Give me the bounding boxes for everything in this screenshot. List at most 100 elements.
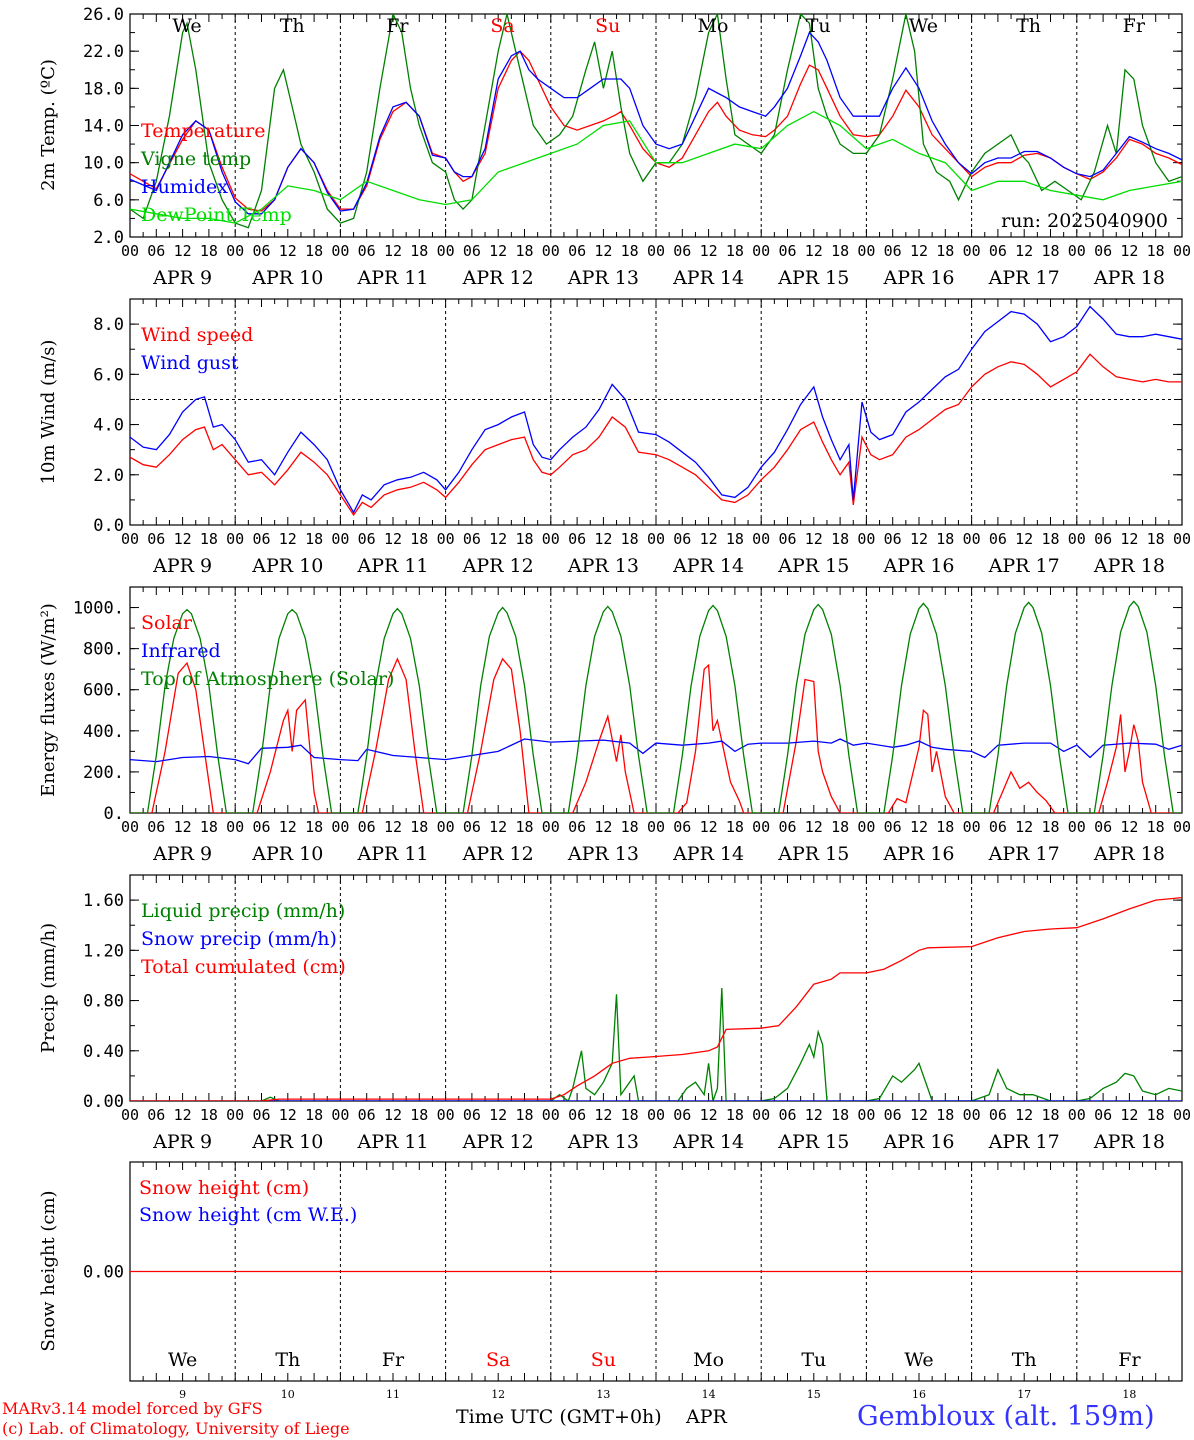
weekday-label: Th <box>280 15 305 37</box>
hour-tick-label: 00 <box>752 530 770 548</box>
hour-tick-label: 18 <box>305 242 323 260</box>
hour-tick-label: 00 <box>752 818 770 836</box>
y-tick-label: 600. <box>83 681 124 701</box>
y-tick-label: 22.0 <box>83 42 124 62</box>
y-tick-label: 14.0 <box>83 117 124 137</box>
legend-snow-precip-mm-h-: Snow precip (mm/h) <box>141 928 337 950</box>
y-tick-label: 10.0 <box>83 154 124 174</box>
day-number-label: 14 <box>702 1388 716 1401</box>
y-axis-label: Precip (mm/h) <box>38 923 59 1053</box>
hour-tick-label: 00 <box>1173 818 1191 836</box>
hour-tick-label: 12 <box>384 1106 402 1124</box>
hour-tick-label: 00 <box>1068 530 1086 548</box>
weekday-label: Sa <box>486 1349 510 1371</box>
date-label: APR 10 <box>251 1131 323 1153</box>
hour-tick-label: 06 <box>358 1106 376 1124</box>
panel-3: 0. 200. 400. 600. 800. 1000. Energy fluxes (W/… <box>38 586 1191 865</box>
hour-tick-label: 00 <box>121 530 139 548</box>
hour-tick-label: 00 <box>226 818 244 836</box>
y-tick-label: 1.60 <box>83 891 124 911</box>
hour-tick-label: 12 <box>910 1106 928 1124</box>
hour-tick-label: 06 <box>1094 530 1112 548</box>
hour-tick-label: 00 <box>963 1106 981 1124</box>
hour-tick-label: 12 <box>489 818 507 836</box>
hour-tick-label: 12 <box>700 242 718 260</box>
legend-snow-height-cm-w-e-: Snow height (cm W.E.) <box>139 1204 357 1226</box>
hour-tick-label: 00 <box>121 818 139 836</box>
weekday-label: Sa <box>490 15 514 37</box>
hour-tick-label: 12 <box>1120 818 1138 836</box>
hour-tick-label: 06 <box>884 1106 902 1124</box>
hour-tick-label: 06 <box>778 530 796 548</box>
panel-2: 0.0 2.0 4.0 6.0 8.0 10m Wind (m/s) Wind speed W… <box>38 298 1191 577</box>
y-tick-label: 800. <box>83 640 124 660</box>
y-tick-label: 2.0 <box>93 466 124 486</box>
hour-tick-label: 18 <box>410 818 428 836</box>
date-label: APR 11 <box>356 843 428 865</box>
date-label: APR 12 <box>462 267 534 289</box>
hour-tick-label: 00 <box>752 1106 770 1124</box>
hour-tick-label: 12 <box>384 242 402 260</box>
hour-tick-label: 00 <box>121 1106 139 1124</box>
hour-tick-label: 06 <box>989 818 1007 836</box>
legend-liquid-precip-mm-h-: Liquid precip (mm/h) <box>141 900 345 922</box>
model-credit: MARv3.14 model forced by GFS <box>2 1399 263 1418</box>
date-label: APR 9 <box>152 267 212 289</box>
hour-tick-label: 18 <box>515 818 533 836</box>
hour-tick-label: 00 <box>963 818 981 836</box>
hour-tick-label: 12 <box>1015 242 1033 260</box>
day-number-label: 17 <box>1017 1388 1031 1401</box>
hour-tick-label: 06 <box>989 242 1007 260</box>
hour-tick-label: 06 <box>778 242 796 260</box>
weekday-label: We <box>909 15 938 37</box>
hour-tick-label: 00 <box>226 242 244 260</box>
date-label: APR 15 <box>777 843 849 865</box>
hour-tick-label: 12 <box>700 1106 718 1124</box>
hour-tick-label: 12 <box>489 530 507 548</box>
hour-tick-label: 00 <box>1068 242 1086 260</box>
hour-tick-label: 00 <box>963 530 981 548</box>
y-tick-label: 1.20 <box>83 941 124 961</box>
hour-tick-label: 12 <box>1120 530 1138 548</box>
hour-tick-label: 18 <box>410 242 428 260</box>
hour-tick-label: 18 <box>410 1106 428 1124</box>
series-line-wind-gust <box>130 305 1182 514</box>
hour-tick-label: 12 <box>594 818 612 836</box>
y-tick-label: 18.0 <box>83 79 124 99</box>
legend-wind-gust: Wind gust <box>141 352 239 374</box>
hour-tick-label: 18 <box>936 1106 954 1124</box>
legend-temperature: Temperature <box>141 120 265 142</box>
legend-top-of-atmosphere-solar-: Top of Atmosphere (Solar) <box>141 668 394 690</box>
date-label: APR 12 <box>462 1131 534 1153</box>
hour-tick-label: 00 <box>1173 1106 1191 1124</box>
hour-tick-label: 12 <box>174 530 192 548</box>
date-label: APR 10 <box>251 267 323 289</box>
date-label: APR 14 <box>672 267 744 289</box>
weekday-label: Tu <box>801 1349 826 1371</box>
date-label: APR 12 <box>462 555 534 577</box>
legend-total-cumulated-cm-: Total cumulated (cm) <box>141 956 346 978</box>
hour-tick-label: 00 <box>226 1106 244 1124</box>
hour-tick-label: 12 <box>1015 530 1033 548</box>
date-label: APR 12 <box>462 843 534 865</box>
weekday-label: Th <box>1016 15 1041 37</box>
hour-tick-label: 12 <box>805 1106 823 1124</box>
hour-tick-label: 00 <box>647 818 665 836</box>
hour-tick-label: 06 <box>568 242 586 260</box>
hour-tick-label: 18 <box>831 1106 849 1124</box>
panel-1: 2.0 6.0 10.0 14.0 18.0 22.0 26.0 2m Temp. (ºC) T… <box>38 5 1191 289</box>
hour-tick-label: 18 <box>305 530 323 548</box>
hour-tick-label: 12 <box>174 818 192 836</box>
hour-tick-label: 12 <box>279 818 297 836</box>
hour-tick-label: 06 <box>1094 242 1112 260</box>
date-label: APR 13 <box>567 555 639 577</box>
hour-tick-label: 06 <box>252 1106 270 1124</box>
date-label: APR 10 <box>251 555 323 577</box>
hour-tick-label: 00 <box>542 1106 560 1124</box>
hour-tick-label: 12 <box>174 1106 192 1124</box>
hour-tick-label: 00 <box>647 530 665 548</box>
weekday-label: Fr <box>382 1349 405 1371</box>
weekday-label: Su <box>595 15 620 37</box>
hour-tick-label: 18 <box>1147 530 1165 548</box>
hour-tick-label: 18 <box>305 818 323 836</box>
